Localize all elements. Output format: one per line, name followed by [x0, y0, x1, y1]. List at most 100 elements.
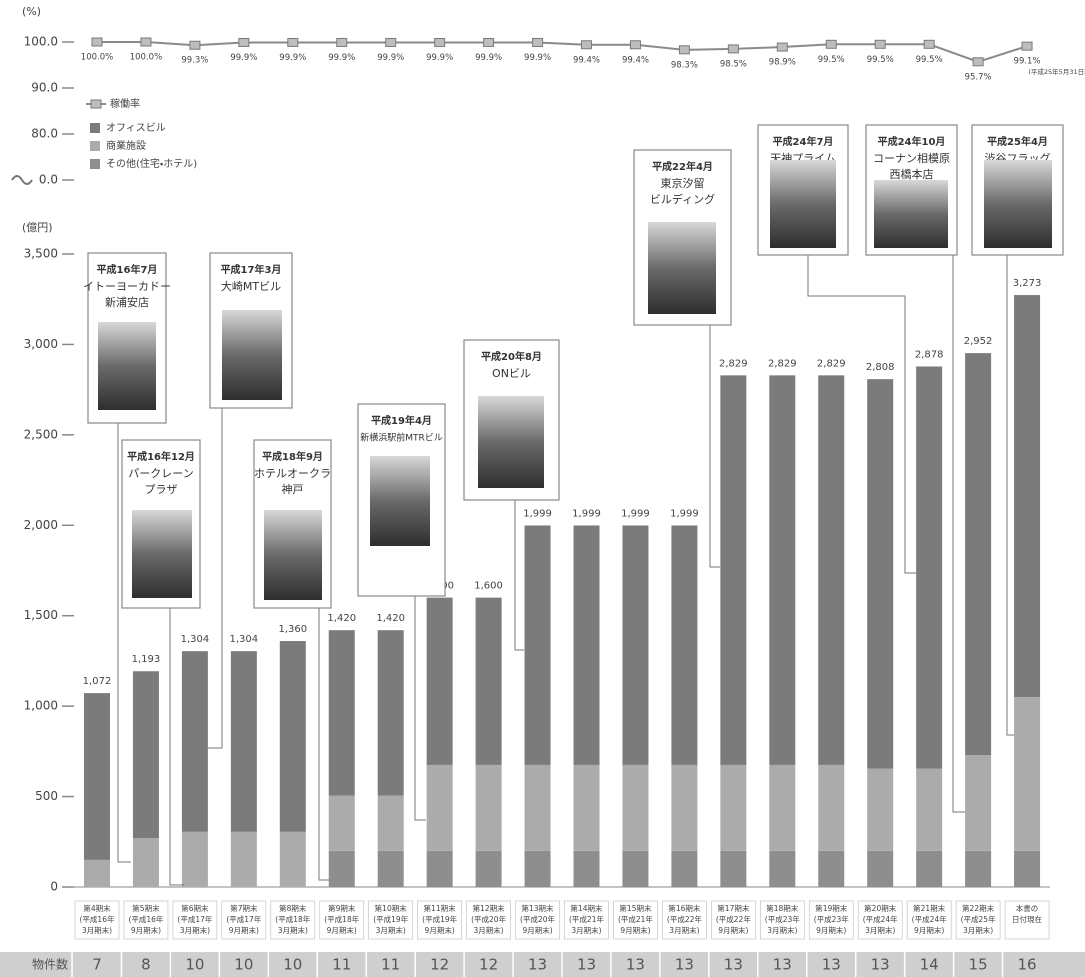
y-tick-label: 100.0: [24, 35, 58, 49]
callout-date: 平成22年4月: [652, 160, 713, 173]
x-tick-label: 第14期末: [570, 903, 603, 913]
photo: [132, 510, 192, 598]
legend-swatch: [90, 123, 100, 133]
x-label-box: [662, 900, 707, 940]
x-label-box: [1004, 900, 1050, 940]
marker: [972, 57, 984, 67]
bar-segment: [671, 764, 698, 851]
bar-segment: [916, 366, 943, 769]
count: 8: [141, 956, 151, 974]
legend-swatch: [90, 159, 100, 169]
count: 10: [283, 956, 302, 974]
total-label: 1,304: [181, 634, 210, 645]
count: 13: [773, 956, 792, 974]
value-label: 99.4%: [622, 55, 649, 65]
x-tick-label: 9月期末): [816, 925, 846, 935]
y-tick-label: 90.0: [31, 81, 58, 95]
callout-name: プラザ: [145, 483, 178, 496]
callout-name: 東京汐留: [661, 176, 705, 190]
x-tick-label: 3月期末): [767, 925, 797, 935]
x-tick-label: (平成25年: [961, 914, 996, 924]
connector: [807, 255, 916, 574]
y-tick-label: 500: [35, 789, 58, 803]
value-label: 95.7%: [965, 72, 992, 82]
value-label: 100.0%: [130, 53, 162, 63]
count: 16: [1018, 956, 1037, 974]
connector: [117, 423, 131, 863]
x-tick-label: 3月期末): [963, 925, 993, 935]
count: 10: [185, 956, 204, 974]
x-tick-label: 第10期末: [375, 903, 408, 913]
count: 15: [969, 956, 988, 974]
value-label: 99.9%: [328, 53, 355, 63]
x-label-box: [368, 900, 414, 940]
callout-name: 西橋本店: [890, 167, 934, 181]
x-tick-label: (平成18年: [324, 914, 359, 924]
total-label: 1,193: [132, 654, 161, 665]
callout-date: 平成25年4月: [987, 135, 1048, 148]
y-tick-label: 1,000: [24, 699, 58, 713]
bar-segment: [84, 693, 110, 860]
total-label: 2,829: [719, 358, 748, 369]
bar-segment: [377, 850, 404, 887]
bar-segment: [279, 831, 306, 887]
bar-segment: [475, 850, 502, 887]
callout-date: 平成19年4月: [371, 414, 432, 427]
count: 12: [430, 956, 449, 974]
bar-segment: [720, 375, 747, 765]
y-tick-label: 1,500: [24, 608, 58, 622]
bar-segment: [377, 630, 404, 796]
total-label: 2,952: [964, 336, 993, 347]
y-tick-label: 3,000: [24, 337, 58, 351]
x-tick-label: 日付現在: [1012, 914, 1042, 924]
x-tick-label: 本書の: [1016, 903, 1039, 913]
photo: [984, 160, 1052, 248]
bar-segment: [965, 755, 992, 851]
x-label-box: [759, 900, 805, 940]
callout-date: 平成16年12月: [127, 450, 195, 463]
count: 13: [577, 956, 596, 974]
x-label-box: [74, 900, 120, 940]
x-tick-label: 3月期末): [865, 925, 895, 935]
bar-segment: [524, 525, 551, 765]
count: 13: [822, 956, 841, 974]
x-tick-label: (平成21年: [618, 914, 653, 924]
bar-segment: [426, 850, 453, 887]
callout-date: 平成17年3月: [221, 263, 282, 276]
value-label: 99.3%: [181, 56, 208, 66]
x-tick-label: 9月期末): [131, 925, 161, 935]
value-label: 99.9%: [230, 53, 257, 63]
callout-name: ビルディング: [650, 192, 715, 206]
marker: [1021, 41, 1033, 51]
callout-name: ONビル: [492, 367, 531, 380]
x-label-box: [906, 900, 952, 940]
x-label-box: [515, 900, 560, 940]
x-label-box: [221, 900, 267, 940]
bar-segment: [279, 641, 306, 832]
bar-segment: [622, 850, 649, 887]
bar-segment: [426, 764, 453, 851]
x-label-box: [466, 900, 511, 940]
count: 13: [871, 956, 890, 974]
connector: [514, 500, 524, 651]
legend-label: オフィスビル: [106, 122, 166, 134]
bar-segment: [1014, 295, 1041, 698]
bar-segment: [573, 850, 600, 887]
legend-label: 商業施設: [106, 139, 146, 152]
total-label: 1,420: [376, 613, 405, 624]
callout-name: イトーヨーカドー: [83, 280, 171, 293]
x-tick-label: 第22期末: [962, 903, 995, 913]
legend-label: 稼働率: [110, 97, 140, 110]
x-label-box: [123, 900, 169, 940]
x-tick-label: 第19期末: [815, 903, 848, 913]
x-tick-label: (平成20年: [471, 914, 506, 924]
photo: [264, 510, 322, 600]
bar-segment: [769, 850, 796, 887]
x-label-box: [172, 900, 218, 940]
x-tick-label: (平成18年: [275, 914, 310, 924]
count: 13: [528, 956, 547, 974]
bar-segment: [524, 850, 551, 887]
bar-segment: [818, 375, 845, 765]
marker: [923, 39, 935, 49]
